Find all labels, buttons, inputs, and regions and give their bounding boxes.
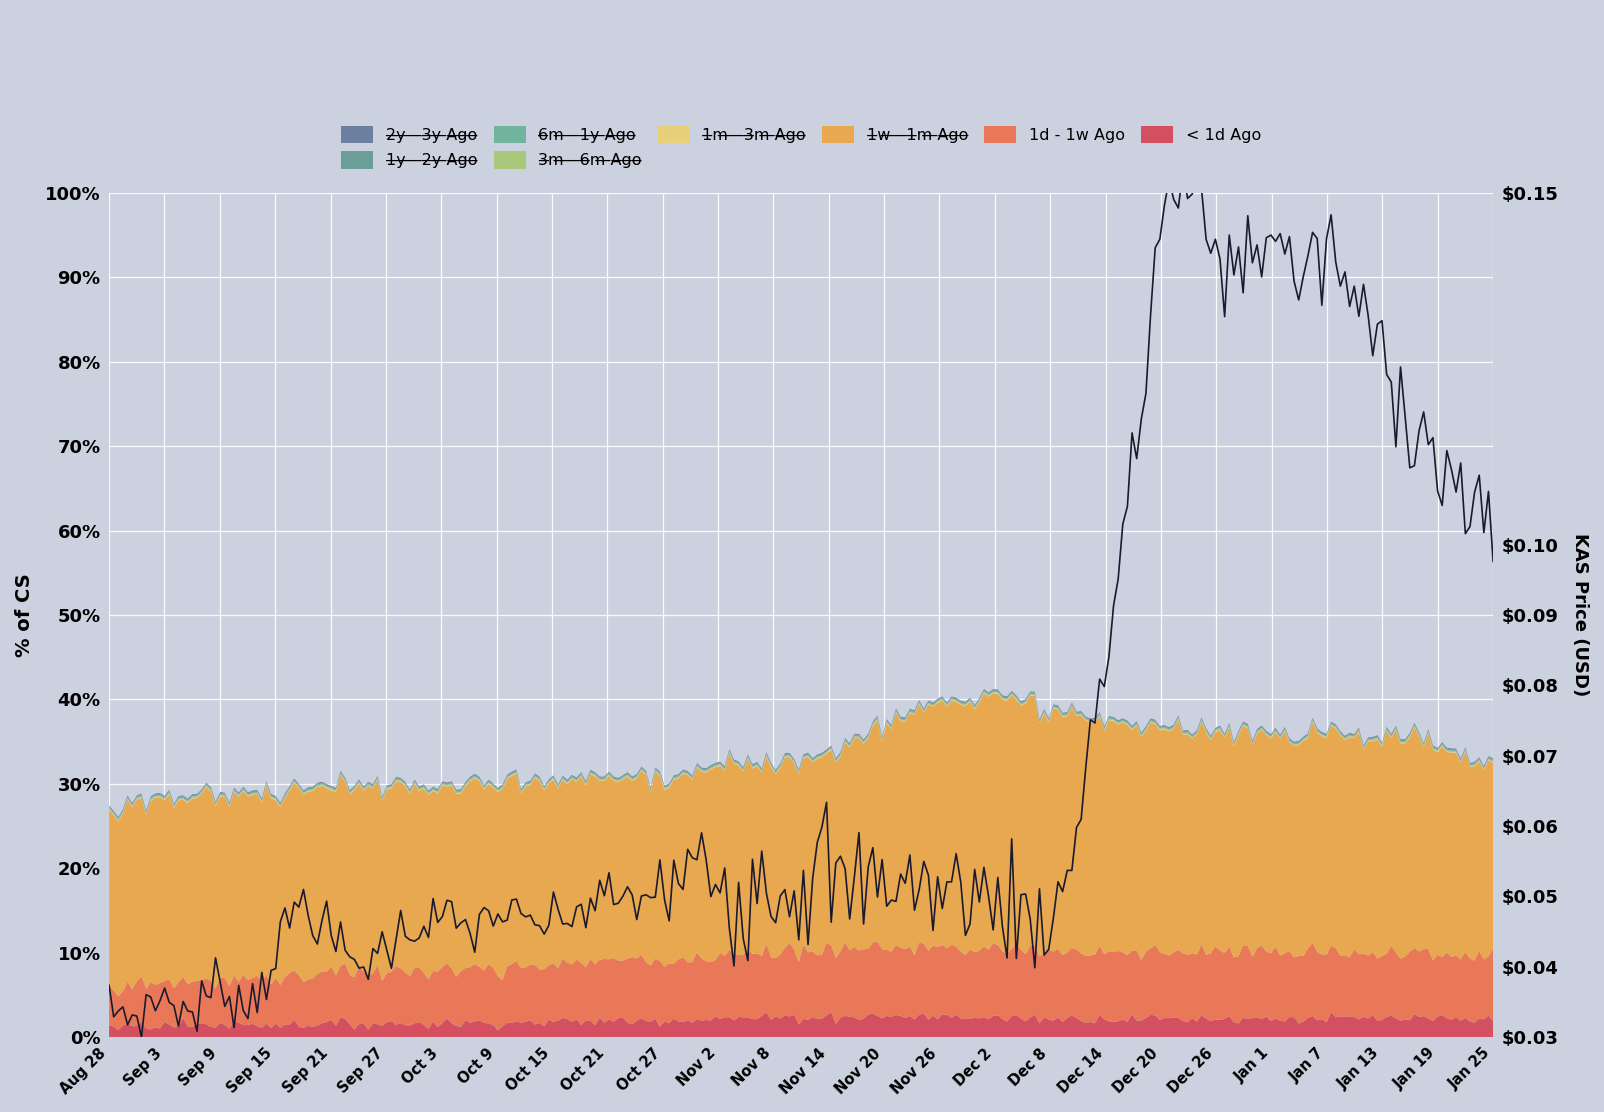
Legend: 2̶y̶ ̶-̶ ̶3̶y̶ ̶A̶g̶o̶, 1̶y̶ ̶-̶ ̶2̶y̶ ̶A̶g̶o̶, 6̶m̶ ̶-̶ ̶1̶y̶ ̶A̶g̶o̶, 3̶m̶ ̶-̶: 2̶y̶ ̶-̶ ̶3̶y̶ ̶A̶g̶o̶, 1̶y̶ ̶-̶ ̶2̶y̶ ̶…	[332, 117, 1270, 178]
Y-axis label: % of CS: % of CS	[14, 573, 34, 657]
Y-axis label: KAS Price (USD): KAS Price (USD)	[1570, 534, 1590, 696]
